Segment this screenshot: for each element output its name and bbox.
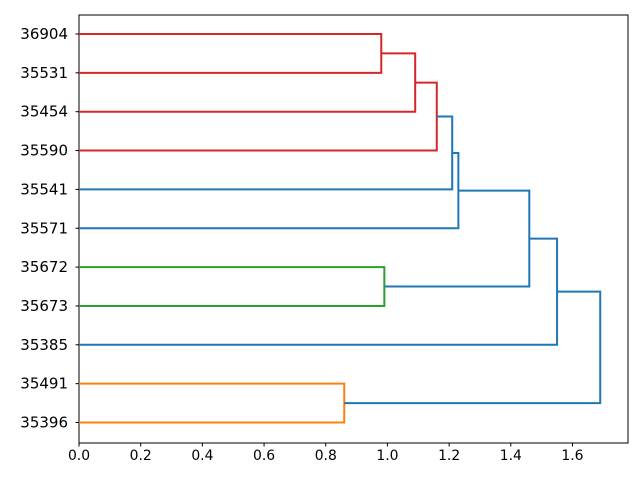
leaf-label: 35531	[20, 64, 68, 82]
dendrogram-link	[79, 52, 417, 113]
dendrogram-link	[79, 115, 454, 191]
dendrogram-link	[79, 237, 559, 346]
dendrogram-link	[79, 266, 386, 307]
x-axis-tick-label: 1.6	[561, 448, 583, 464]
leaf-label: 35385	[20, 336, 68, 354]
leaf-label: 35590	[20, 142, 68, 160]
leaf-label: 35396	[20, 414, 68, 432]
x-axis-tick-label: 1.4	[500, 448, 522, 464]
x-axis-tick-label: 0.4	[191, 448, 213, 464]
x-axis-tick-label: 1.2	[438, 448, 460, 464]
dendrogram-link	[79, 33, 383, 74]
leaf-label: 35571	[20, 219, 68, 237]
dendrogram-link	[79, 382, 346, 424]
x-axis-tick-label: 0.0	[68, 448, 90, 464]
x-axis-tick-label: 1.0	[376, 448, 398, 464]
x-axis-tick-label: 0.6	[253, 448, 275, 464]
dendrogram-link	[344, 290, 602, 405]
leaf-label: 36904	[20, 25, 68, 43]
dendrogram-link	[79, 81, 438, 152]
leaf-label: 35454	[20, 103, 68, 121]
x-axis-tick-label: 0.8	[315, 448, 337, 464]
leaf-label: 35541	[20, 180, 68, 198]
leaf-label: 35491	[20, 375, 68, 393]
x-axis-tick-label: 0.2	[130, 448, 152, 464]
leaf-label: 35672	[20, 258, 68, 276]
dendrogram-link	[384, 189, 531, 288]
dendrogram-link	[79, 151, 460, 230]
leaf-label: 35673	[20, 297, 68, 315]
